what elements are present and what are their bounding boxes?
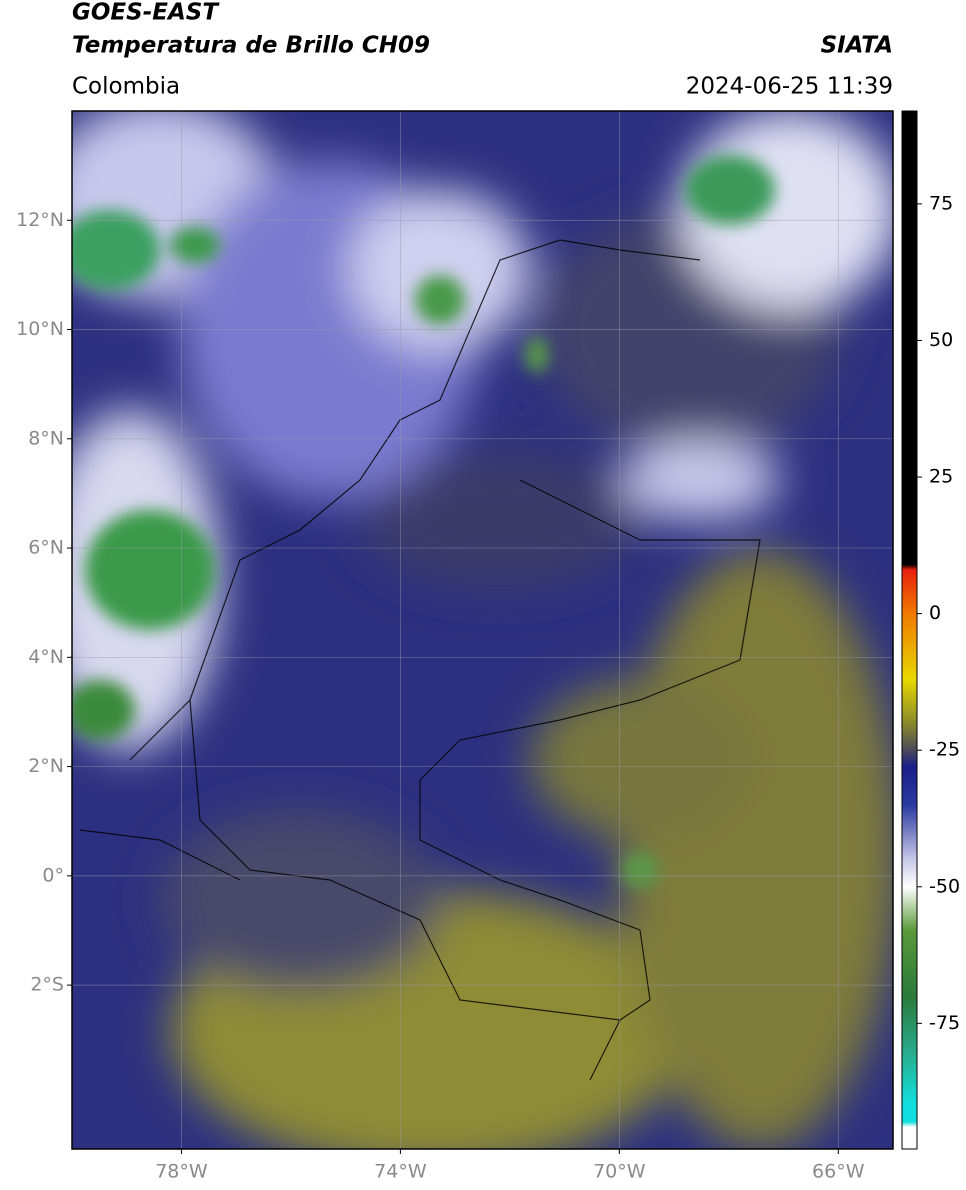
colorbar-tick-label: -25	[929, 739, 960, 761]
y-tick-label: 0°	[42, 864, 64, 886]
x-tick-label: 70°W	[593, 1161, 646, 1183]
y-tick-label: 10°N	[16, 318, 64, 340]
y-tick-label: 2°S	[30, 974, 64, 996]
colorbar	[901, 110, 918, 1150]
title: GOES-EAST	[72, 0, 220, 26]
x-tick-label: 78°W	[155, 1161, 208, 1183]
colorbar-tick-label: -75	[929, 1012, 960, 1034]
region: Colombia	[72, 74, 180, 100]
colorbar-tick-label: 75	[929, 192, 953, 214]
y-tick-label: 12°N	[16, 209, 64, 231]
x-tick-label: 66°W	[812, 1161, 865, 1183]
y-tick-label: 8°N	[28, 427, 64, 449]
colorbar-tick-label: 0	[929, 602, 941, 624]
datetime: 2024-06-25 11:39	[686, 74, 893, 100]
colorbar-tick-label: -50	[929, 875, 960, 897]
x-tick-label: 74°W	[374, 1161, 427, 1183]
y-tick-label: 6°N	[28, 537, 64, 559]
subtitle: Temperatura de Brillo CH09	[72, 33, 430, 59]
satellite-image	[72, 111, 893, 1149]
colorbar-tick-label: 25	[929, 466, 953, 488]
y-tick-label: 2°N	[28, 755, 64, 777]
colorbar-tick-label: 50	[929, 329, 953, 351]
y-tick-label: 4°N	[28, 646, 64, 668]
source: SIATA	[821, 33, 893, 59]
map-frame	[71, 110, 894, 1150]
grid	[72, 111, 893, 1149]
